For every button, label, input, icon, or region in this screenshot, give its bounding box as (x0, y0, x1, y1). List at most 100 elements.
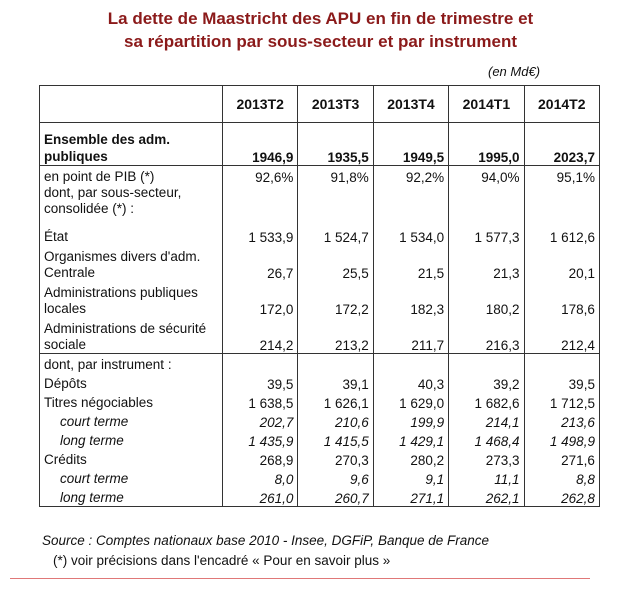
cell-value (448, 353, 525, 373)
cell-value: 20,1 (524, 245, 600, 281)
cell-value: 39,1 (297, 373, 374, 392)
cell-value: 1995,0 (448, 122, 525, 166)
cell-value (373, 353, 450, 373)
cell-value: 9,6 (297, 468, 374, 487)
row-label: Organismes divers d'adm. Centrale (39, 245, 223, 281)
cell-value: 1 629,0 (373, 392, 450, 411)
cell-value: 1 498,9 (524, 430, 600, 449)
cell-value (373, 185, 450, 223)
cell-value: 216,3 (448, 317, 525, 354)
cell-value: 39,2 (448, 373, 525, 392)
cell-value (524, 353, 600, 373)
cell-value: 94,0% (448, 165, 525, 185)
row-label: court terme (39, 411, 223, 430)
col-header: 2013T3 (297, 85, 374, 123)
row-label: dont, par sous-secteur, consolidée (*) : (39, 185, 223, 223)
cell-value: 172,0 (222, 281, 299, 317)
title-line-1: La dette de Maastricht des APU en fin de… (107, 9, 534, 28)
cell-value: 1 435,9 (222, 430, 299, 449)
cell-value: 21,3 (448, 245, 525, 281)
cell-value: 213,2 (297, 317, 374, 354)
cell-value: 1949,5 (373, 122, 450, 166)
cell-value: 182,3 (373, 281, 450, 317)
table-row: long terme 1 435,9 1 415,5 1 429,1 1 468… (39, 430, 600, 449)
cell-value: 213,6 (524, 411, 600, 430)
row-label: Dépôts (39, 373, 223, 392)
row-label: Ensemble des adm. publiques (39, 122, 223, 166)
cell-value: 11,1 (448, 468, 525, 487)
cell-value: 211,7 (373, 317, 450, 354)
cell-value: 214,1 (448, 411, 525, 430)
col-header: 2014T1 (448, 85, 525, 123)
cell-value: 91,8% (297, 165, 374, 185)
table-row: en point de PIB (*) 92,6% 91,8% 92,2% 94… (39, 165, 600, 185)
cell-value: 1 524,7 (297, 223, 374, 245)
table-row: court terme 202,7 210,6 199,9 214,1 213,… (39, 411, 600, 430)
row-label: État (39, 223, 223, 245)
bottom-rule (10, 578, 590, 579)
table-row: long terme 261,0 260,7 271,1 262,1 262,8 (39, 487, 600, 507)
source-note: Source : Comptes nationaux base 2010 - I… (42, 533, 490, 548)
table-row: Administrations publiques locales 172,0 … (39, 281, 600, 317)
cell-value: 1 612,6 (524, 223, 600, 245)
cell-value: 92,2% (373, 165, 450, 185)
cell-value: 8,0 (222, 468, 299, 487)
table-row: court terme 8,0 9,6 9,1 11,1 8,8 (39, 468, 600, 487)
table-row: État 1 533,9 1 524,7 1 534,0 1 577,3 1 6… (39, 223, 600, 245)
cell-value: 95,1% (524, 165, 600, 185)
cell-value: 1 429,1 (373, 430, 450, 449)
row-label: long terme (39, 430, 223, 449)
table-row: Crédits 268,9 270,3 280,2 273,3 271,6 (39, 449, 600, 468)
cell-value: 1 577,3 (448, 223, 525, 245)
col-header: 2013T4 (372, 85, 450, 123)
cell-value: 270,3 (297, 449, 374, 468)
cell-value: 8,8 (524, 468, 600, 487)
cell-value: 262,8 (524, 487, 600, 507)
row-label: Administrations publiques locales (39, 281, 223, 317)
cell-value: 2023,7 (524, 122, 600, 166)
cell-value: 271,6 (524, 449, 600, 468)
cell-value: 261,0 (222, 487, 299, 507)
cell-value: 210,6 (297, 411, 374, 430)
table-row: Dépôts 39,5 39,1 40,3 39,2 39,5 (39, 373, 600, 392)
cell-value (297, 353, 374, 373)
cell-value: 214,2 (222, 317, 299, 354)
cell-value: 1935,5 (297, 122, 374, 166)
table-row: Organismes divers d'adm. Centrale 26,7 2… (39, 245, 600, 281)
cell-value: 39,5 (222, 373, 299, 392)
row-label: Administrations de sécurité sociale (39, 317, 223, 354)
row-label: Titres négociables (39, 392, 223, 411)
table-row: Ensemble des adm. publiques 1946,9 1935,… (39, 122, 600, 166)
cell-value: 1 626,1 (297, 392, 374, 411)
cell-value: 273,3 (448, 449, 525, 468)
cell-value: 1 638,5 (222, 392, 299, 411)
cell-value: 1 712,5 (524, 392, 600, 411)
cell-value: 180,2 (448, 281, 525, 317)
cell-value: 39,5 (524, 373, 600, 392)
cell-value (524, 185, 600, 223)
cell-value: 212,4 (524, 317, 600, 354)
table-row: Administrations de sécurité sociale 214,… (39, 317, 600, 354)
cell-value (297, 185, 374, 223)
row-label: court terme (39, 468, 223, 487)
col-header: 2013T2 (221, 85, 299, 123)
cell-value: 25,5 (297, 245, 374, 281)
cell-value: 271,1 (373, 487, 450, 507)
cell-value: 178,6 (524, 281, 600, 317)
cell-value (448, 185, 525, 223)
cell-value: 1 533,9 (222, 223, 299, 245)
cell-value: 1 534,0 (373, 223, 450, 245)
row-label: en point de PIB (*) (39, 165, 223, 185)
row-label: Crédits (39, 449, 223, 468)
cell-value: 280,2 (373, 449, 450, 468)
cell-value (222, 185, 299, 223)
col-header: 2014T2 (523, 85, 600, 123)
debt-table: 2013T2 2013T3 2013T4 2014T1 2014T2 Ensem… (39, 85, 600, 507)
cell-value: 1946,9 (222, 122, 299, 166)
footnote: (*) voir précisions dans l'encadré « Pou… (53, 553, 391, 568)
cell-value: 9,1 (373, 468, 450, 487)
cell-value: 40,3 (373, 373, 450, 392)
unit-label: (en Md€) (488, 64, 541, 79)
cell-value: 268,9 (222, 449, 299, 468)
cell-value: 199,9 (373, 411, 450, 430)
